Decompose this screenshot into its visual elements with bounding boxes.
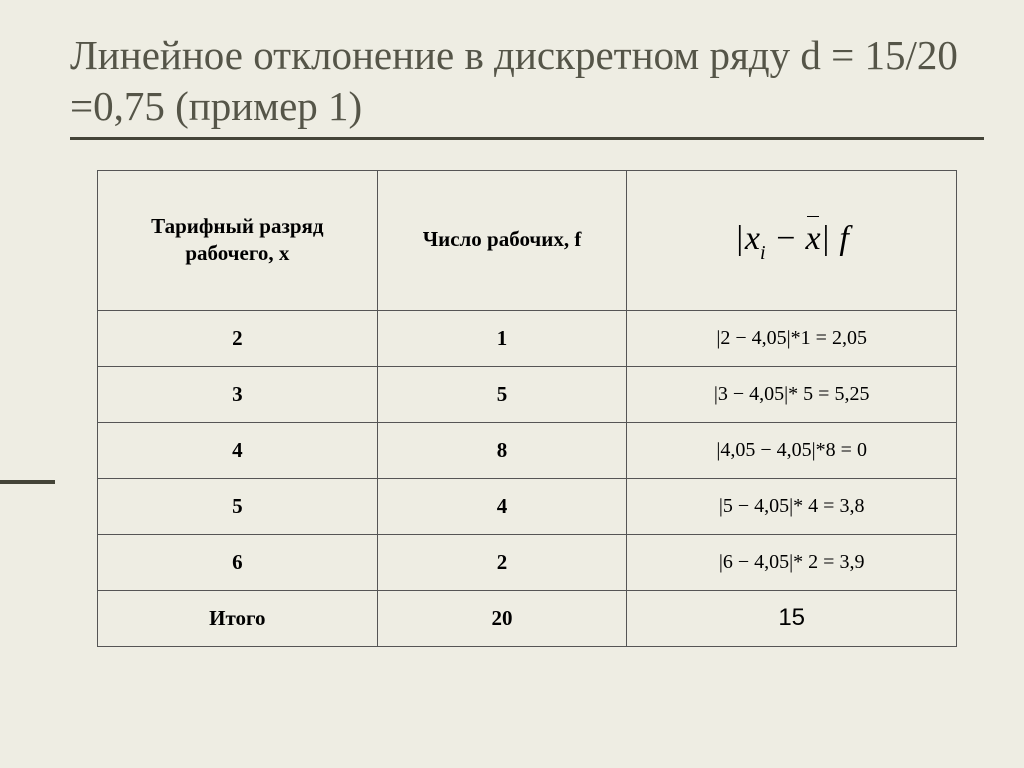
table-row: 2 1 |2 − 4,05|*1 = 2,05	[98, 310, 957, 366]
title-block: Линейное отклонение в дискретном ряду d …	[70, 30, 984, 140]
cell-x: 4	[98, 422, 378, 478]
total-sum-value: 15	[778, 604, 805, 631]
cell-x: 5	[98, 478, 378, 534]
page-title: Линейное отклонение в дискретном ряду d …	[70, 30, 984, 140]
cell-calc: |4,05 − 4,05|*8 = 0	[627, 422, 957, 478]
table-header-row: Тарифный разряд рабочего, x Число рабочи…	[98, 170, 957, 310]
data-table: Тарифный разряд рабочего, x Число рабочи…	[97, 170, 957, 647]
table-total-row: Итого 20 15	[98, 590, 957, 646]
table-row: 5 4 |5 − 4,05|* 4 = 3,8	[98, 478, 957, 534]
cell-x: 2	[98, 310, 378, 366]
col-header-x: Тарифный разряд рабочего, x	[98, 170, 378, 310]
cell-f: 1	[377, 310, 627, 366]
cell-calc: |3 − 4,05|* 5 = 5,25	[627, 366, 957, 422]
accent-bar	[0, 480, 55, 484]
total-f: 20	[377, 590, 627, 646]
cell-f: 4	[377, 478, 627, 534]
cell-f: 5	[377, 366, 627, 422]
cell-x: 3	[98, 366, 378, 422]
table-row: 4 8 |4,05 − 4,05|*8 = 0	[98, 422, 957, 478]
cell-calc: |6 − 4,05|* 2 = 3,9	[627, 534, 957, 590]
cell-f: 8	[377, 422, 627, 478]
header-formula: |xi − x| f	[735, 220, 849, 257]
cell-calc: |2 − 4,05|*1 = 2,05	[627, 310, 957, 366]
cell-x: 6	[98, 534, 378, 590]
total-label: Итого	[98, 590, 378, 646]
cell-calc: |5 − 4,05|* 4 = 3,8	[627, 478, 957, 534]
cell-f: 2	[377, 534, 627, 590]
table-row: 6 2 |6 − 4,05|* 2 = 3,9	[98, 534, 957, 590]
col-header-formula: |xi − x| f	[627, 170, 957, 310]
table-row: 3 5 |3 − 4,05|* 5 = 5,25	[98, 366, 957, 422]
col-header-f: Число рабочих, f	[377, 170, 627, 310]
slide: Линейное отклонение в дискретном ряду d …	[0, 0, 1024, 768]
total-sum: 15	[627, 590, 957, 646]
